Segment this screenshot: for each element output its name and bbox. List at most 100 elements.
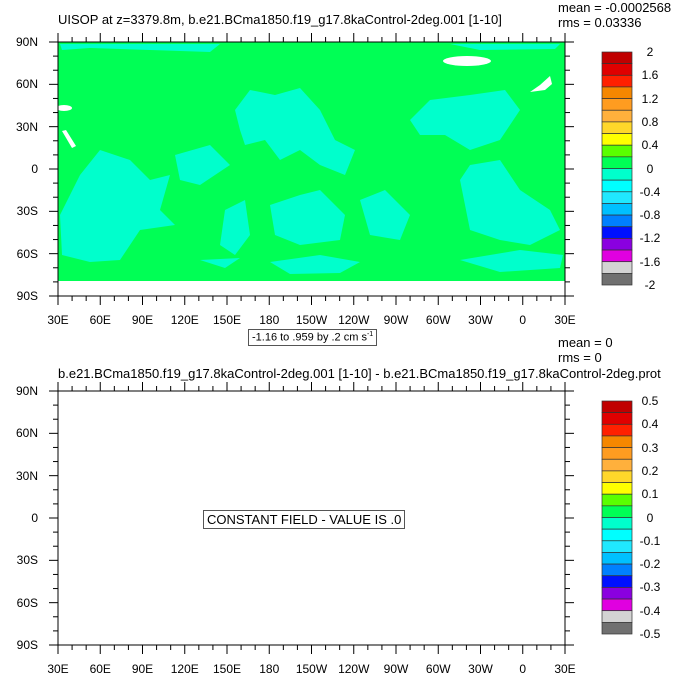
colorbar-box	[601, 493, 633, 507]
x-tick-label: 90E	[131, 662, 154, 676]
x-tick-label: 90W	[383, 313, 409, 327]
field-patch	[220, 200, 250, 255]
colorbar-box	[601, 214, 633, 228]
colorbar-label: -0.8	[639, 208, 661, 223]
colorbar-label: 0.2	[641, 463, 659, 478]
y-tick-label: 60N	[15, 426, 38, 441]
colorbar-label: 0.8	[641, 114, 659, 129]
unit-exponent: -1	[366, 331, 374, 338]
x-tick-label: 150E	[212, 662, 242, 676]
colorbar-label: -0.3	[639, 580, 661, 595]
x-tick-label: 120W	[338, 662, 370, 676]
colorbar-label: -1.6	[639, 254, 661, 269]
mean-stat: mean = 0	[558, 335, 613, 350]
colorbar-label: 1.2	[641, 91, 659, 106]
colorbar-label: -2	[644, 278, 656, 292]
y-tick-label: 90S	[16, 289, 38, 303]
rms-stat: rms = 0.03336	[558, 15, 642, 30]
colorbar-label: 0	[646, 161, 654, 176]
field-patch	[200, 258, 240, 268]
x-tick-label: 30E	[554, 313, 576, 327]
colorbar-box	[601, 400, 633, 413]
colorbar-box	[601, 458, 633, 472]
x-tick-label: 150W	[295, 662, 328, 676]
colorbar-box	[601, 156, 633, 169]
missing-patch	[62, 130, 76, 148]
x-tick-label: 0	[519, 313, 527, 327]
y-tick-label: 0	[31, 511, 38, 525]
info-label-text: -1.16 to .959 by .2 cm s	[252, 331, 367, 344]
x-tick-label: 60W	[425, 662, 451, 676]
x-tick-label: 150W	[295, 313, 328, 327]
x-tick-label: 150E	[212, 313, 242, 327]
colorbar-box	[601, 86, 633, 99]
colorbar-box	[601, 447, 633, 460]
x-tick-label: 120E	[170, 313, 199, 327]
y-tick-label: 60S	[16, 595, 38, 610]
x-tick-label: 180	[259, 313, 280, 327]
field-patch	[360, 190, 410, 240]
field-patch	[460, 160, 560, 245]
plot-title: UISOP at z=3379.8m, b.e21.BCma1850.f19_g…	[58, 12, 502, 27]
y-tick-label: 30N	[15, 119, 38, 134]
x-tick-label: 30E	[47, 662, 69, 676]
x-tick-label: 120W	[338, 313, 370, 327]
missing-patch	[530, 76, 552, 92]
field-patch	[175, 145, 230, 185]
y-tick-label: 60N	[15, 77, 38, 92]
colorbar-label: -1.2	[639, 231, 661, 246]
x-tick-label: 0	[519, 662, 527, 676]
colorbar-label: -0.4	[639, 184, 661, 199]
y-tick-label: 30S	[16, 204, 38, 219]
mean-stat: mean = -0.0002568	[558, 0, 672, 15]
colorbar-box	[601, 482, 633, 495]
x-tick-label: 30E	[554, 662, 576, 676]
field-patch	[450, 44, 560, 50]
colorbar-box	[601, 121, 633, 134]
rms-stat: rms = 0	[558, 350, 602, 365]
colorbar-box	[601, 191, 633, 204]
colorbar-box	[601, 598, 633, 612]
y-tick-label: 90N	[15, 35, 38, 49]
contour-info-label: -1.16 to .959 by .2 cm s-1	[248, 329, 378, 346]
colorbar-box	[601, 238, 633, 251]
y-tick-label: 60S	[16, 246, 38, 261]
field-patch	[270, 190, 345, 245]
colorbar-label: -0.4	[639, 603, 661, 618]
colorbar-box	[601, 423, 633, 437]
colorbar-label: 0.4	[641, 138, 659, 153]
colorbar-label: 0.4	[641, 417, 659, 432]
field-secondary-regions	[60, 44, 563, 274]
colorbar-label: 0.3	[641, 440, 659, 455]
x-tick-label: 60E	[89, 662, 111, 676]
x-tick-label: 30W	[468, 662, 493, 676]
field-patch	[60, 44, 220, 52]
field-map-top	[56, 42, 565, 281]
colorbar-label: 0.1	[641, 487, 659, 502]
missing-patch	[443, 56, 491, 66]
colorbar-box	[601, 528, 633, 542]
colorbar-box	[601, 249, 633, 263]
colorbar-box	[601, 505, 633, 518]
colorbar-box	[601, 74, 633, 88]
colorbar-box	[601, 226, 633, 239]
field-patch	[270, 255, 360, 274]
y-tick-label: 30S	[16, 553, 38, 568]
colorbar-box	[601, 575, 633, 588]
x-tick-label: 180	[259, 662, 280, 676]
field-patch	[410, 90, 520, 150]
colorbar-label: -0.2	[639, 557, 661, 572]
colorbar-box	[601, 144, 633, 158]
colorbar-box	[601, 98, 633, 111]
field-patch	[60, 150, 175, 262]
x-tick-label: 60W	[425, 313, 451, 327]
colorbar-box	[601, 133, 633, 146]
missing-patch	[56, 105, 72, 111]
colorbar-box	[601, 412, 633, 425]
field-patch	[235, 88, 355, 175]
colorbar-box	[601, 51, 633, 64]
colorbar-label: -0.1	[639, 533, 661, 548]
x-tick-label: 120E	[170, 662, 199, 676]
